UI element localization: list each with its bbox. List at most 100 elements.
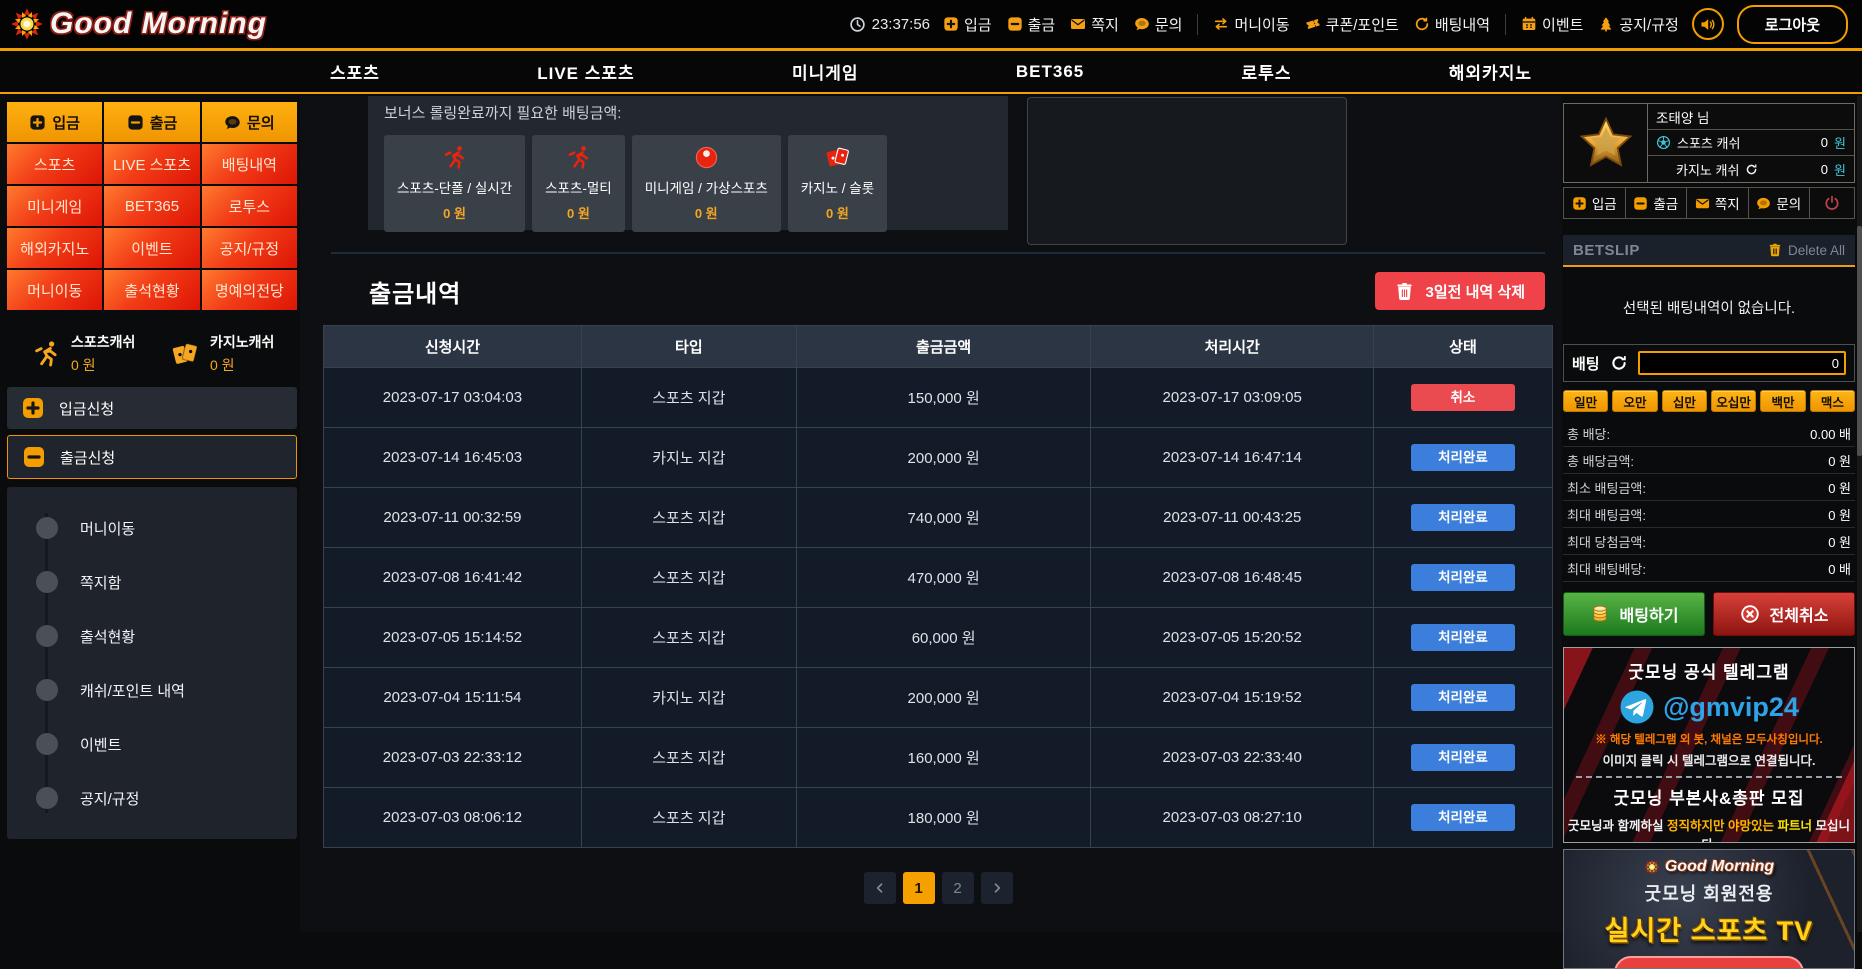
- sidebar-menu-item[interactable]: 이벤트: [7, 717, 297, 771]
- telegram-banner[interactable]: 굿모닝 공식 텔레그램 @gmvip24 ※ 해당 텔레그램 외 봇, 채널은 …: [1563, 647, 1855, 843]
- nav-item[interactable]: 해외카지노: [1448, 64, 1532, 83]
- logout-button[interactable]: 로그아웃: [1736, 4, 1848, 44]
- sound-toggle[interactable]: [1691, 8, 1724, 40]
- header-menu-item[interactable]: 출금: [1007, 14, 1056, 35]
- denomination-button[interactable]: 오십만: [1710, 390, 1757, 412]
- deposit-request-button[interactable]: 입금신청: [7, 387, 297, 429]
- status-badge[interactable]: 처리완료: [1410, 744, 1515, 771]
- sidebar-grid-item[interactable]: 스포츠: [7, 144, 103, 184]
- sidebar-quick-action[interactable]: 출금: [104, 102, 200, 142]
- nav-item[interactable]: 스포츠: [330, 64, 380, 83]
- sidebar-menu-item[interactable]: 출석현황: [7, 609, 297, 663]
- refresh-icon[interactable]: [1745, 163, 1758, 176]
- header-menu: 입금 출금 쪽지 문의 머니이동: [943, 13, 1679, 35]
- header-menu-label: 입금: [964, 16, 992, 34]
- bet-amount-input[interactable]: [1637, 351, 1846, 375]
- stat-value: 0 원: [1828, 507, 1851, 523]
- nav-item[interactable]: BET365: [1015, 61, 1085, 81]
- header-menu-label: 머니이동: [1234, 16, 1290, 34]
- cell-processed: 2023-07-08 16:48:45: [1091, 548, 1374, 607]
- status-badge[interactable]: 처리완료: [1410, 564, 1515, 591]
- nav-item[interactable]: LIVE 스포츠: [537, 64, 635, 83]
- delete-history-button[interactable]: 3일전 내역 삭제: [1374, 272, 1545, 310]
- tv-banner-button[interactable]: [1614, 956, 1804, 968]
- header-menu-item[interactable]: 공지/규정: [1598, 14, 1679, 35]
- denomination-button[interactable]: 맥스: [1809, 390, 1855, 412]
- sidebar-grid-item[interactable]: 머니이동: [7, 270, 103, 310]
- scrollbar-thumb[interactable]: [1857, 226, 1862, 456]
- sidebar-menu-item[interactable]: 머니이동: [7, 501, 297, 555]
- table-row: 2023-07-03 08:06:12 스포츠 지갑 180,000 원 202…: [324, 787, 1552, 847]
- bonus-card: 스포츠-단폴 / 실시간 0 원: [384, 135, 526, 232]
- header-menu-item[interactable]: 이벤트: [1505, 13, 1583, 35]
- account-button-label: 문의: [1776, 197, 1802, 212]
- nav-item[interactable]: 미니게임: [791, 64, 859, 83]
- cell-amount: 470,000 원: [797, 548, 1092, 607]
- status-badge[interactable]: 처리완료: [1410, 684, 1515, 711]
- sidebar-grid-item[interactable]: 배팅내역: [201, 144, 297, 184]
- user-sports-cash-row: 스포츠 캐쉬 0 원: [1648, 130, 1854, 156]
- sidebar-quick-action[interactable]: 입금: [7, 102, 103, 142]
- cancel-all-button[interactable]: 전체취소: [1713, 592, 1855, 636]
- sidebar-menu-item[interactable]: 캐쉬/포인트 내역: [7, 663, 297, 717]
- bonus-card-icon: [693, 144, 720, 171]
- denomination-button[interactable]: 백만: [1760, 390, 1806, 412]
- account-button[interactable]: 출금: [1625, 188, 1687, 218]
- sidebar-grid-item[interactable]: 공지/규정: [201, 228, 297, 268]
- status-badge[interactable]: 처리완료: [1410, 624, 1515, 651]
- sidebar-grid-item[interactable]: 출석현황: [104, 270, 200, 310]
- header-menu-item[interactable]: 입금: [943, 14, 992, 35]
- header-menu-label: 출금: [1027, 16, 1056, 34]
- status-badge[interactable]: 취소: [1410, 384, 1515, 411]
- sidebar-menu-label: 쪽지함: [80, 574, 122, 592]
- quick-action-label: 출금: [149, 114, 178, 132]
- quick-action-label: 입금: [52, 114, 80, 132]
- pagination-next[interactable]: [980, 872, 1013, 904]
- table-row: 2023-07-05 15:14:52 스포츠 지갑 60,000 원 2023…: [324, 607, 1552, 667]
- header-menu-item[interactable]: 문의: [1134, 14, 1182, 35]
- sidebar-grid-item[interactable]: 해외카지노: [7, 228, 103, 268]
- header-menu-item[interactable]: 쪽지: [1070, 14, 1119, 35]
- account-button[interactable]: 문의: [1748, 188, 1810, 218]
- betslip-delete-all[interactable]: Delete All: [1768, 243, 1845, 258]
- sidebar-grid-item[interactable]: 로투스: [201, 186, 297, 226]
- denomination-button[interactable]: 일만: [1563, 390, 1609, 412]
- header-menu-item[interactable]: 머니이동: [1197, 13, 1290, 35]
- logout-power-button[interactable]: [1810, 188, 1854, 218]
- user-casino-cash-row: 카지노 캐쉬 0 원: [1648, 156, 1854, 182]
- site-logo[interactable]: Good Morning: [0, 7, 267, 41]
- cell-amount: 60,000 원: [797, 608, 1092, 667]
- sidebar-grid-item[interactable]: LIVE 스포츠: [104, 144, 200, 184]
- pagination-page-2[interactable]: 2: [941, 872, 974, 904]
- cell-processed: 2023-07-05 15:20:52: [1091, 608, 1374, 667]
- col-status: 상태: [1449, 339, 1477, 356]
- denomination-button[interactable]: 오만: [1612, 390, 1658, 412]
- sidebar-grid-item[interactable]: BET365: [104, 186, 200, 226]
- withdraw-request-button[interactable]: 출금신청: [7, 435, 297, 479]
- account-button[interactable]: 쪽지: [1687, 188, 1749, 218]
- cell-processed: 2023-07-03 22:33:40: [1091, 728, 1374, 787]
- status-badge[interactable]: 처리완료: [1410, 504, 1515, 531]
- place-bet-button[interactable]: 배팅하기: [1563, 592, 1705, 636]
- pagination-prev[interactable]: [863, 872, 896, 904]
- bet-refresh-icon[interactable]: [1610, 354, 1628, 372]
- header-menu-item[interactable]: 쿠폰/포인트: [1305, 14, 1399, 35]
- cell-requested: 2023-07-08 16:41:42: [324, 548, 582, 607]
- denomination-button[interactable]: 십만: [1661, 390, 1707, 412]
- header-menu-item[interactable]: 배팅내역: [1414, 14, 1490, 35]
- sports-tv-banner[interactable]: Good Morning 굿모닝 회원전용 실시간 스포츠 TV: [1563, 849, 1855, 969]
- sidebar-quick-action[interactable]: 문의: [201, 102, 297, 142]
- sidebar-grid-item[interactable]: 명예의전당: [201, 270, 297, 310]
- sidebar-grid-item[interactable]: 미니게임: [7, 186, 103, 226]
- stat-value: 0.00 배: [1810, 426, 1851, 442]
- sidebar-menu-item[interactable]: 공지/규정: [7, 771, 297, 825]
- account-button[interactable]: 입금: [1564, 188, 1626, 218]
- sidebar-menu-item[interactable]: 쪽지함: [7, 555, 297, 609]
- site-logo-text: Good Morning: [50, 7, 267, 40]
- nav-item[interactable]: 로투스: [1241, 64, 1292, 83]
- status-badge[interactable]: 처리완료: [1410, 444, 1515, 471]
- pagination-page-1[interactable]: 1: [902, 872, 935, 904]
- status-badge[interactable]: 처리완료: [1410, 804, 1515, 831]
- sidebar-grid-item[interactable]: 이벤트: [104, 228, 200, 268]
- menu-timeline: [45, 513, 48, 813]
